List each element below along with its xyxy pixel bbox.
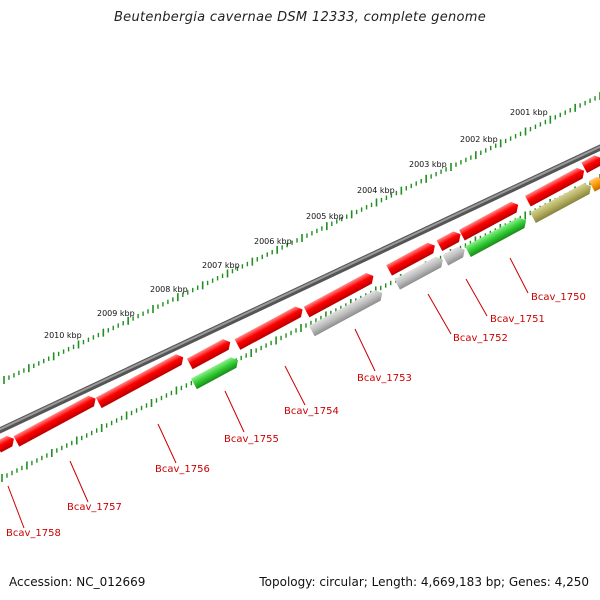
genome-backbone — [0, 144, 600, 434]
gene-arrow[interactable] — [530, 181, 594, 223]
gene-arrow[interactable] — [95, 352, 186, 409]
gene-arrow[interactable] — [442, 244, 467, 266]
ruler-inner-ticks — [1, 174, 600, 482]
gene-arrow[interactable] — [186, 337, 233, 370]
gene-label[interactable]: Bcav_1751 — [490, 314, 545, 325]
gene-arrow[interactable] — [436, 229, 464, 251]
leader-line — [224, 390, 245, 433]
kbp-labels: 2001 kbp 2002 kbp 2003 kbp 2004 kbp 2005 kbp… — [44, 108, 548, 340]
label-leader-lines — [7, 257, 529, 529]
gene-label[interactable]: Bcav_1757 — [67, 502, 122, 513]
leader-line — [69, 460, 89, 503]
gene-labels: Bcav_1750 Bcav_1751 Bcav_1752 Bcav_1753 Bcav… — [6, 292, 586, 539]
kbp-label: 2007 kbp — [202, 261, 240, 270]
gene-arrow[interactable] — [458, 200, 521, 241]
kbp-label: 2006 kbp — [254, 237, 292, 246]
gene-label[interactable]: Bcav_1756 — [155, 464, 210, 475]
leader-line — [465, 278, 488, 317]
kbp-label: 2001 kbp — [510, 108, 548, 117]
kbp-label: 2005 kbp — [306, 212, 344, 221]
gene-label[interactable]: Bcav_1754 — [284, 406, 339, 417]
gene-label[interactable]: Bcav_1753 — [357, 373, 412, 384]
topology-text: Topology: circular; Length: 4,669,183 bp… — [259, 575, 589, 589]
ruler-outer-ticks — [3, 92, 600, 384]
kbp-label: 2004 kbp — [357, 186, 395, 195]
leader-line — [157, 423, 177, 464]
gene-arrow[interactable] — [465, 215, 529, 257]
leader-line — [509, 257, 529, 294]
gene-arrow[interactable] — [581, 153, 600, 174]
gene-arrow[interactable] — [394, 254, 445, 290]
kbp-label: 2008 kbp — [150, 285, 188, 294]
gene-features — [0, 153, 600, 453]
kbp-label: 2010 kbp — [44, 331, 82, 340]
gene-arrow[interactable] — [588, 174, 600, 192]
kbp-label: 2009 kbp — [97, 309, 135, 318]
gene-arrow[interactable] — [303, 271, 377, 318]
kbp-label: 2003 kbp — [409, 160, 447, 169]
gene-arrow[interactable] — [13, 393, 99, 447]
gene-label[interactable]: Bcav_1755 — [224, 434, 279, 445]
leader-line — [284, 365, 306, 406]
gene-arrow[interactable] — [191, 355, 241, 390]
gene-arrow[interactable] — [308, 288, 385, 337]
leader-line — [354, 328, 376, 372]
kbp-label: 2002 kbp — [460, 135, 498, 144]
accession-text: Accession: NC_012669 — [9, 575, 146, 589]
genome-title: Beutenbergia cavernae DSM 12333, complet… — [113, 10, 487, 25]
gene-arrow[interactable] — [0, 433, 17, 453]
gene-arrow[interactable] — [234, 304, 306, 350]
gene-arrow[interactable] — [524, 166, 587, 207]
backbone-highlight — [0, 145, 600, 431]
leader-line — [427, 293, 452, 335]
gene-arrow[interactable] — [386, 240, 437, 276]
leader-line — [7, 485, 25, 529]
gene-label[interactable]: Bcav_1752 — [453, 333, 508, 344]
gene-label[interactable]: Bcav_1758 — [6, 528, 61, 539]
gene-label[interactable]: Bcav_1750 — [531, 292, 586, 303]
